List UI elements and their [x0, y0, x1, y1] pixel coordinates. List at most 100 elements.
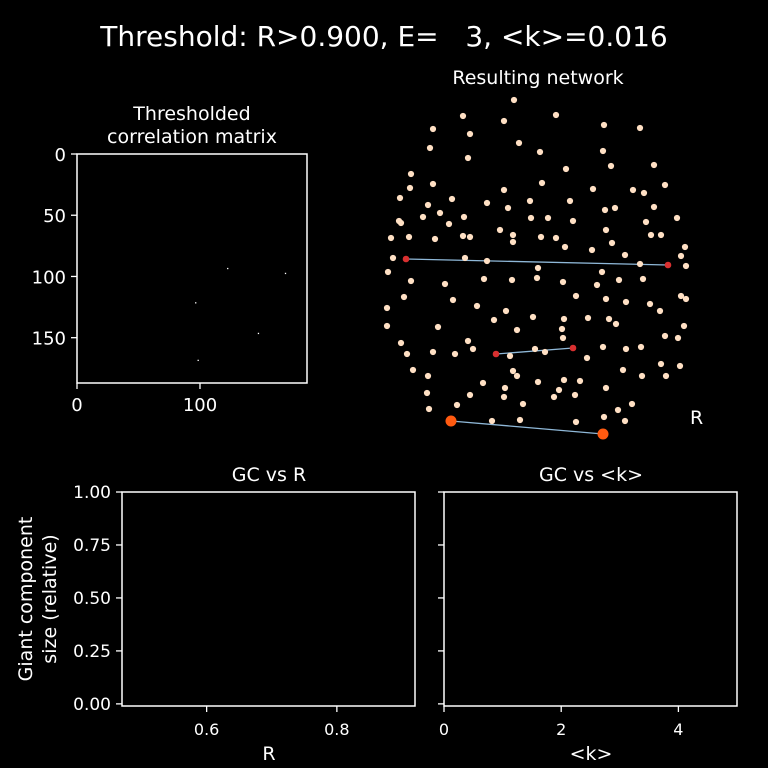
- network-node: [460, 213, 468, 221]
- network-node: [384, 268, 392, 276]
- network-node: [509, 367, 517, 375]
- network-node: [426, 144, 434, 152]
- network-node: [562, 165, 570, 173]
- network-node: [488, 417, 496, 425]
- network-node: [621, 417, 629, 425]
- network-edge-node: [492, 350, 500, 358]
- network-node: [640, 189, 648, 197]
- network-node: [682, 262, 690, 270]
- network-node: [466, 130, 474, 138]
- gc-r-xtick-label: 0.6: [194, 720, 219, 739]
- network-node: [509, 238, 517, 246]
- network-node: [429, 348, 437, 356]
- network-node: [622, 298, 630, 306]
- network-node: [538, 179, 546, 187]
- network-node: [639, 275, 647, 283]
- network-node: [559, 278, 567, 286]
- gc-k-ticks: 0 2 4: [438, 491, 683, 739]
- network-node: [555, 386, 563, 394]
- network-node: [628, 400, 636, 408]
- gc-r-ytick-label: 0.75: [73, 536, 111, 556]
- network-node: [646, 300, 654, 308]
- network-node: [677, 292, 685, 300]
- network-node: [662, 372, 670, 380]
- gc-k-xlabel: <k>: [570, 743, 613, 765]
- network-node: [531, 345, 539, 353]
- network-node: [383, 304, 391, 312]
- network-node: [387, 234, 395, 242]
- network-node: [434, 323, 442, 331]
- network-node: [500, 186, 508, 194]
- network-node: [405, 233, 413, 241]
- network-node: [429, 125, 437, 133]
- network-node: [681, 243, 689, 251]
- network-node: [451, 350, 459, 358]
- network-node: [561, 243, 569, 251]
- matrix-panel: Thresholded correlation matrix 0 100 0 50 10…: [32, 103, 308, 416]
- network-node: [464, 154, 472, 162]
- gc-k-xtick-label: 4: [673, 720, 683, 739]
- network-node: [436, 209, 444, 217]
- network-node: [504, 204, 512, 212]
- network-node: [674, 334, 682, 342]
- network-node: [657, 231, 665, 239]
- network-node: [589, 185, 597, 193]
- network-node: [619, 366, 627, 374]
- network-node: [396, 194, 404, 202]
- matrix-ytick-label: 0: [55, 145, 66, 166]
- network-node: [534, 378, 542, 386]
- network-node: [407, 277, 415, 285]
- matrix-xtick-label: 100: [183, 395, 217, 416]
- network-node: [638, 372, 646, 380]
- network-node: [403, 350, 411, 358]
- gc-vs-k-panel: GC vs <k> 0 2 4 <k>: [438, 464, 738, 765]
- network-node: [479, 379, 487, 387]
- network-node: [614, 406, 622, 414]
- network-node: [572, 418, 580, 426]
- gc-vs-r-panel: GC vs R 0.6 0.8 0.00 0.25 0.50 0.75 1.00 R Gia…: [15, 464, 416, 765]
- network-node: [453, 401, 461, 409]
- network-node: [593, 281, 601, 289]
- gc-r-ticks: 0.6 0.8 0.00 0.25 0.50 0.75 1.00: [73, 483, 349, 739]
- network-node: [429, 180, 437, 188]
- network-node: [459, 112, 467, 120]
- network-node: [602, 295, 610, 303]
- network-node: [680, 322, 688, 330]
- network-node: [480, 275, 488, 283]
- network-node: [516, 416, 524, 424]
- network-node: [650, 203, 658, 211]
- network-node: [510, 96, 518, 104]
- network-nodes: [383, 96, 690, 440]
- network-node: [483, 257, 491, 265]
- matrix-xtick-label: 0: [71, 395, 82, 416]
- network-edge-node: [402, 255, 410, 263]
- network-node: [550, 393, 558, 401]
- network-node: [599, 147, 607, 155]
- matrix-cell: [197, 359, 199, 362]
- network-node: [515, 139, 523, 147]
- matrix-ticks: 0 100 0 50 100 150: [32, 145, 218, 416]
- matrix-cell: [195, 302, 197, 304]
- network-node: [464, 337, 472, 345]
- network-node: [676, 362, 684, 370]
- network-node: [621, 251, 629, 259]
- network-title: Resulting network: [452, 67, 623, 89]
- network-node: [513, 372, 521, 380]
- network-node: [466, 233, 474, 241]
- network-node: [607, 162, 615, 170]
- network-node: [602, 384, 610, 392]
- network-node: [569, 217, 577, 225]
- matrix-cells: [195, 267, 287, 362]
- gc-k-xtick-label: 2: [556, 720, 566, 739]
- network-node: [526, 197, 534, 205]
- network-node: [629, 186, 637, 194]
- network-node: [588, 246, 596, 254]
- network-node: [409, 366, 417, 374]
- network-node: [622, 345, 630, 353]
- figure-title: Threshold: R>0.900, E= 3, <k>=0.016: [99, 20, 667, 53]
- network-node: [560, 376, 568, 384]
- network-node: [424, 201, 432, 209]
- network-node: [431, 235, 439, 243]
- network-node: [600, 413, 608, 421]
- network-node: [537, 233, 545, 241]
